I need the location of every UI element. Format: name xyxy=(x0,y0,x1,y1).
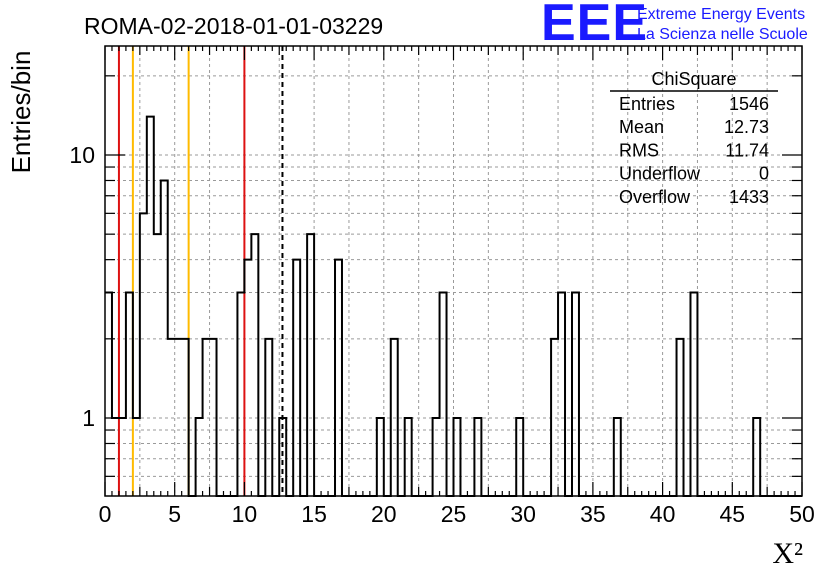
stats-row-value: 1546 xyxy=(729,94,769,114)
y-tick-label: 1 xyxy=(82,405,95,431)
axis-ticks xyxy=(104,46,803,496)
x-tick-label: 40 xyxy=(650,501,676,527)
x-tick-label: 0 xyxy=(99,501,112,527)
plot-title: ROMA-02-2018-01-01-03229 xyxy=(84,13,383,39)
x-tick-label: 30 xyxy=(510,501,536,527)
stats-row-label: RMS xyxy=(619,140,659,160)
stats-row-value: 1433 xyxy=(729,187,769,207)
logo-line-2: La Scienza nelle Scuole xyxy=(637,26,808,43)
tick-labels: 0 5 10 15 20 25 30 35 40 45 50 1 10 xyxy=(69,142,814,527)
stats-box: ChiSquare Entries 1546 Mean 12.73 RMS 11.74 Un… xyxy=(610,69,778,207)
stats-rows: Entries 1546 Mean 12.73 RMS 11.74 Underflow 0 Ov… xyxy=(619,94,769,207)
x-tick-label: 50 xyxy=(789,501,815,527)
x-tick-label: 45 xyxy=(720,501,746,527)
logo-line-1: Extreme Energy Events xyxy=(637,6,805,23)
stats-row-value: 0 xyxy=(759,164,769,184)
grid-layer xyxy=(105,46,802,496)
stats-row-value: 12.73 xyxy=(724,117,769,137)
y-tick-label: 10 xyxy=(69,142,95,168)
eee-logo: EEE Extreme Energy Events La Scienza nel… xyxy=(541,0,808,52)
x-axis-title: X² xyxy=(772,537,803,570)
y-axis-title: Entries/bin xyxy=(6,51,36,174)
x-tick-label: 20 xyxy=(371,501,397,527)
stats-title: ChiSquare xyxy=(651,69,736,89)
x-tick-label: 15 xyxy=(301,501,327,527)
stats-row-label: Entries xyxy=(619,94,675,114)
logo-mark: EEE xyxy=(541,0,648,52)
x-tick-label: 5 xyxy=(168,501,181,527)
stats-row-value: 11.74 xyxy=(725,140,769,160)
stats-row-label: Overflow xyxy=(619,187,691,207)
x-tick-label: 35 xyxy=(580,501,606,527)
x-tick-label: 10 xyxy=(232,501,258,527)
x-tick-label: 25 xyxy=(441,501,467,527)
stats-row-label: Mean xyxy=(619,117,664,137)
stats-row-label: Underflow xyxy=(619,164,701,184)
